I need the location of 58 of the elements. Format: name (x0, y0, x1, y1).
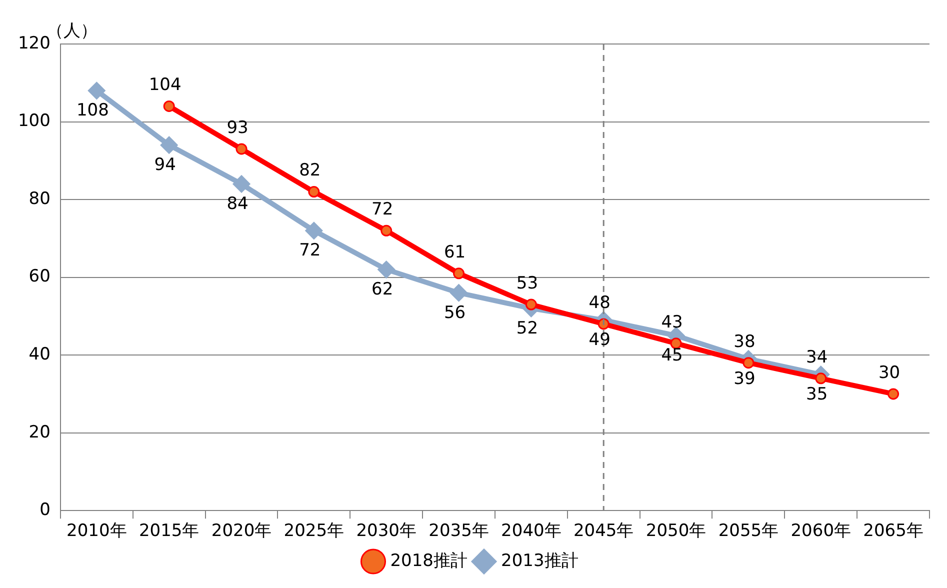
x-tick-label: 2030年 (356, 521, 416, 542)
point (232, 175, 250, 193)
legend-label: 2018推計 (390, 550, 468, 571)
data-label: 48 (588, 292, 610, 313)
x-tick-label: 2040年 (501, 521, 562, 542)
point (380, 224, 392, 236)
data-label: 43 (661, 312, 683, 332)
data-label: 49 (588, 330, 610, 350)
x-tick-label: 2050年 (646, 521, 706, 542)
x-tick-label: 2045年 (573, 521, 634, 542)
point (163, 100, 175, 112)
data-label: 62 (372, 279, 394, 300)
data-label: 84 (226, 194, 248, 214)
x-tick-label: 2025年 (284, 521, 344, 542)
x-tick-label: 2060年 (790, 521, 851, 542)
point (525, 298, 537, 310)
x-tick-label: 2035年 (428, 521, 489, 542)
y-tick-label: 60 (28, 266, 50, 287)
data-label: 93 (226, 118, 248, 138)
point (378, 260, 396, 278)
data-label: 108 (76, 100, 109, 121)
data-label: 35 (806, 384, 828, 404)
y-tick-label: 0 (40, 500, 50, 520)
data-label: 56 (444, 302, 466, 323)
y-tick-label: 40 (28, 344, 50, 364)
data-label: 52 (516, 318, 538, 338)
point (742, 357, 754, 369)
y-tick-label: 100 (18, 111, 50, 132)
point (236, 143, 248, 155)
x-tick-label: 2010年 (66, 521, 127, 542)
x-tick-label: 2020年 (211, 521, 272, 542)
data-label: 38 (734, 332, 756, 352)
y-tick-label: 120 (18, 33, 50, 54)
data-label: 72 (299, 240, 321, 261)
point (308, 186, 320, 198)
data-label: 94 (154, 155, 176, 176)
point (450, 284, 468, 302)
point (815, 372, 827, 384)
data-label: 45 (661, 346, 683, 366)
x-tick-label: 2055年 (718, 521, 779, 542)
point (453, 268, 465, 280)
y-tick-label: 20 (28, 422, 50, 442)
point (160, 136, 178, 154)
data-label: 72 (372, 200, 394, 220)
data-label: 39 (734, 368, 756, 389)
data-label: 34 (806, 347, 828, 368)
point (88, 82, 106, 100)
legend-label: 2013推計 (501, 550, 578, 571)
data-label: 104 (148, 75, 182, 96)
data-label: 30 (878, 362, 900, 383)
x-tick-label: 2065年 (863, 521, 924, 542)
data-label: 53 (516, 273, 538, 294)
data-label: 61 (444, 242, 466, 262)
x-tick-label: 2015年 (138, 521, 200, 542)
point (305, 222, 323, 240)
data-label: 82 (299, 160, 321, 181)
point (888, 388, 900, 400)
y-tick-label: 80 (28, 188, 50, 209)
